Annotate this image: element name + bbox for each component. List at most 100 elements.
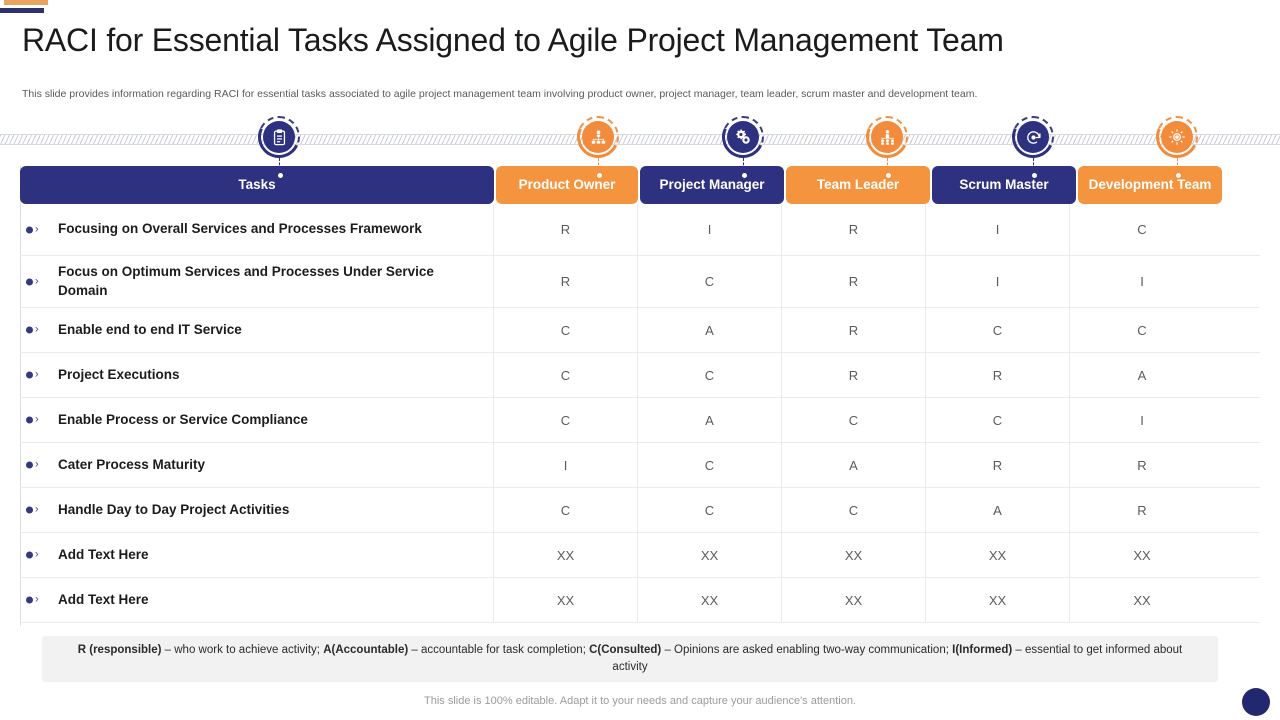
table-row[interactable]: › Enable Process or Service Compliance C A C… [20, 398, 1260, 443]
raci-value-cell[interactable]: XX [1133, 547, 1151, 563]
table-row[interactable]: › Add Text Here XX XX XX XX XX [20, 533, 1260, 578]
badge-stem [276, 158, 284, 179]
table-row[interactable]: › Enable end to end IT Service C A R C C [20, 308, 1260, 353]
column-header-scrum-master[interactable]: Scrum Master [932, 166, 1076, 204]
raci-value-cell[interactable]: A [926, 488, 1070, 532]
task-label: Focusing on Overall Services and Process… [58, 221, 422, 237]
legend-text: R (responsible) – who work to achieve ac… [68, 642, 1192, 675]
raci-value-cell[interactable]: R [494, 204, 638, 255]
raci-value-cell[interactable]: XX [926, 533, 1070, 577]
raci-value-cell[interactable]: C [782, 488, 926, 532]
raci-value-cell[interactable]: I [494, 443, 638, 487]
badge-ring [1012, 116, 1054, 158]
raci-value-cell[interactable]: XX [782, 578, 926, 622]
raci-value-cell[interactable]: XX [782, 533, 926, 577]
raci-value-cell[interactable]: I [1140, 274, 1144, 289]
raci-value-cell[interactable]: XX [638, 578, 782, 622]
raci-value-cell[interactable]: C [782, 398, 926, 442]
column-header-product-owner[interactable]: Product Owner [496, 166, 638, 204]
badge-stem [740, 158, 748, 179]
raci-value-cell[interactable]: A [638, 398, 782, 442]
chevron-right-icon: › [35, 323, 39, 336]
raci-value-cell[interactable]: I [638, 204, 782, 255]
raci-value-cell[interactable]: C [1137, 222, 1147, 237]
table-header-row: Tasks Product Owner Project Manager Team… [20, 166, 1260, 204]
raci-value-cell[interactable]: R [926, 443, 1070, 487]
badge-ring [1156, 116, 1198, 158]
raci-value-cell[interactable]: XX [494, 578, 638, 622]
timeline-rail [0, 134, 1280, 145]
raci-value-cell[interactable]: C [638, 353, 782, 397]
table-row[interactable]: › Focus on Optimum Services and Processes… [20, 256, 1260, 308]
raci-legend: R (responsible) – who work to achieve ac… [42, 636, 1218, 682]
legend-a-text: – accountable for task completion; [408, 644, 590, 657]
task-cell[interactable]: › Enable end to end IT Service [20, 308, 494, 352]
task-cell[interactable]: › Focusing on Overall Services and Proces… [20, 204, 494, 255]
raci-value-cell[interactable]: C [494, 353, 638, 397]
raci-value-cell[interactable]: XX [494, 533, 638, 577]
task-cell[interactable]: › Focus on Optimum Services and Processes… [20, 256, 494, 307]
chevron-right-icon: › [35, 223, 39, 235]
chevron-right-icon: › [35, 458, 39, 471]
badge-ring [722, 116, 764, 158]
raci-value-cell[interactable]: C [638, 443, 782, 487]
table-row[interactable]: › Handle Day to Day Project Activities C C C… [20, 488, 1260, 533]
task-cell[interactable]: › Project Executions [20, 353, 494, 397]
raci-value-cell[interactable]: C [926, 308, 1070, 352]
badge-ring [577, 116, 619, 158]
bullet-dot-icon [26, 326, 33, 334]
raci-value-cell[interactable]: XX [1133, 592, 1151, 608]
column-header-development-team[interactable]: Development Team [1078, 166, 1222, 204]
task-cell[interactable]: › Handle Day to Day Project Activities [20, 488, 494, 532]
raci-value-cell[interactable]: XX [926, 578, 1070, 622]
column-header-project-manager[interactable]: Project Manager [640, 166, 784, 204]
badge-stem [1174, 158, 1182, 179]
task-label: Project Executions [58, 366, 180, 382]
table-row[interactable]: › Cater Process Maturity I C A R R [20, 443, 1260, 488]
task-label: Cater Process Maturity [58, 456, 206, 472]
column-header-tasks[interactable]: Tasks [20, 166, 494, 204]
table-row[interactable]: › Focusing on Overall Services and Proces… [20, 204, 1260, 256]
table-row[interactable]: › Project Executions C C R R A [20, 353, 1260, 398]
raci-value-cell[interactable]: R [1137, 457, 1147, 473]
raci-value-cell[interactable]: R [494, 256, 638, 307]
raci-value-cell[interactable]: R [782, 256, 926, 307]
bullet-marker-icon: › [26, 549, 39, 561]
raci-value-cell[interactable]: C [638, 256, 782, 307]
raci-value-cell[interactable]: C [494, 488, 638, 532]
column-header-team-leader[interactable]: Team Leader [786, 166, 930, 204]
raci-value-cell[interactable]: XX [638, 533, 782, 577]
raci-value-cell[interactable]: I [1140, 412, 1144, 428]
bullet-dot-icon [26, 416, 33, 424]
raci-value-cell[interactable]: R [782, 204, 926, 255]
raci-value-cell[interactable]: R [782, 353, 926, 397]
badge-disc [263, 121, 295, 153]
raci-value-cell[interactable]: R [782, 308, 926, 352]
bullet-dot-icon [26, 596, 33, 604]
raci-value-cell[interactable]: A [638, 308, 782, 352]
raci-value-cell[interactable]: C [1137, 322, 1147, 338]
bullet-marker-icon: › [26, 594, 39, 606]
bullet-dot-icon [26, 226, 33, 233]
raci-value-cell[interactable]: C [494, 308, 638, 352]
badge-disc [1017, 121, 1049, 153]
raci-value-cell[interactable]: C [926, 398, 1070, 442]
raci-value-cell[interactable]: A [782, 443, 926, 487]
raci-value-cell[interactable]: R [1137, 502, 1147, 518]
raci-value-cell[interactable]: C [494, 398, 638, 442]
task-cell[interactable]: › Add Text Here [20, 578, 494, 622]
raci-value-cell[interactable]: C [638, 488, 782, 532]
raci-value-cell[interactable]: I [926, 204, 1070, 255]
task-cell[interactable]: › Enable Process or Service Compliance [20, 398, 494, 442]
task-cell[interactable]: › Cater Process Maturity [20, 443, 494, 487]
task-cell[interactable]: › Add Text Here [20, 533, 494, 577]
raci-table: Tasks Product Owner Project Manager Team… [20, 166, 1260, 623]
legend-i-bold: I(Informed) [952, 644, 1013, 657]
table-row[interactable]: › Add Text Here XX XX XX XX XX [20, 578, 1260, 623]
raci-value-cell[interactable]: A [1137, 367, 1147, 383]
bullet-marker-icon: › [26, 224, 39, 235]
corner-decoration [0, 0, 120, 16]
raci-value-cell[interactable]: I [926, 256, 1070, 307]
raci-value-cell[interactable]: R [926, 353, 1070, 397]
footer-note: This slide is 100% editable. Adapt it to… [424, 695, 856, 707]
